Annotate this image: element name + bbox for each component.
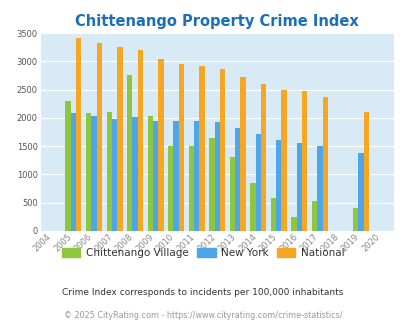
Bar: [168, 146, 173, 231]
Bar: [96, 43, 102, 231]
Bar: [132, 117, 137, 231]
Bar: [70, 113, 76, 231]
Bar: [65, 101, 70, 231]
Bar: [311, 201, 316, 231]
Bar: [112, 119, 117, 231]
Bar: [240, 77, 245, 231]
Bar: [76, 38, 81, 231]
Bar: [322, 97, 327, 231]
Text: Crime Index corresponds to incidents per 100,000 inhabitants: Crime Index corresponds to incidents per…: [62, 287, 343, 297]
Bar: [137, 50, 143, 231]
Bar: [153, 121, 158, 231]
Bar: [234, 128, 240, 231]
Bar: [229, 157, 234, 231]
Title: Chittenango Property Crime Index: Chittenango Property Crime Index: [75, 14, 358, 29]
Bar: [127, 76, 132, 231]
Bar: [214, 122, 220, 231]
Bar: [255, 134, 260, 231]
Bar: [158, 59, 163, 231]
Bar: [301, 91, 307, 231]
Bar: [363, 112, 368, 231]
Bar: [249, 183, 255, 231]
Bar: [275, 141, 281, 231]
Bar: [291, 217, 296, 231]
Bar: [178, 64, 184, 231]
Bar: [106, 112, 112, 231]
Bar: [86, 113, 91, 231]
Bar: [188, 146, 194, 231]
Bar: [260, 84, 266, 231]
Bar: [357, 153, 363, 231]
Bar: [296, 143, 301, 231]
Bar: [352, 208, 357, 231]
Legend: Chittenango Village, New York, National: Chittenango Village, New York, National: [60, 246, 345, 260]
Bar: [209, 138, 214, 231]
Bar: [173, 121, 178, 231]
Bar: [316, 146, 322, 231]
Text: © 2025 CityRating.com - https://www.cityrating.com/crime-statistics/: © 2025 CityRating.com - https://www.city…: [64, 311, 341, 320]
Bar: [199, 66, 204, 231]
Bar: [220, 69, 225, 231]
Bar: [117, 47, 122, 231]
Bar: [194, 121, 199, 231]
Bar: [281, 89, 286, 231]
Bar: [91, 116, 96, 231]
Bar: [147, 116, 153, 231]
Bar: [270, 198, 275, 231]
